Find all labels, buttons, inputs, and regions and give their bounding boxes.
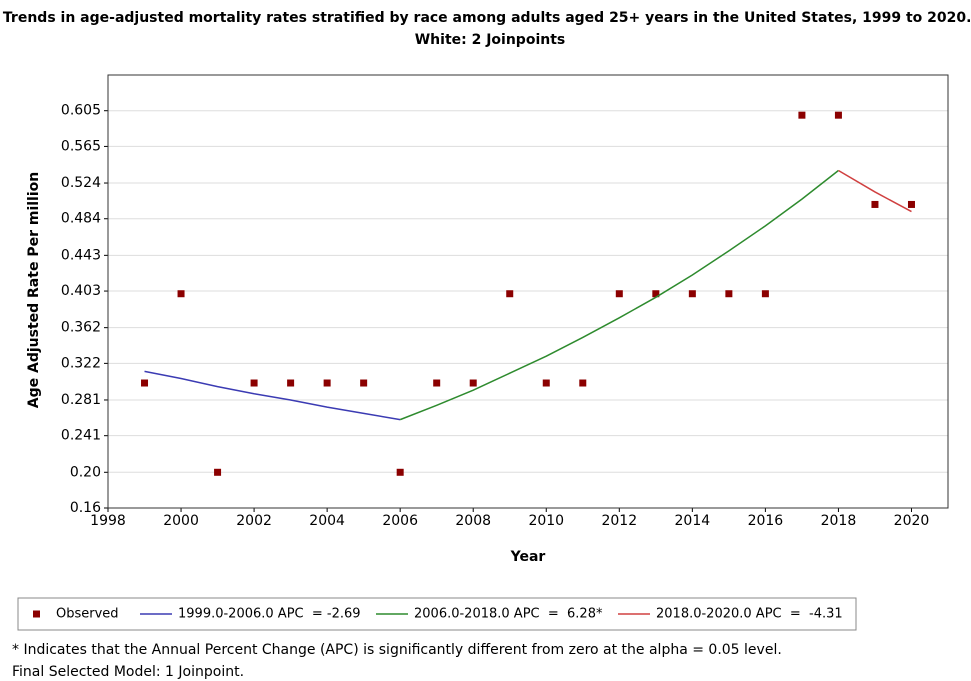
- x-tick-label: 2020: [894, 513, 930, 529]
- x-tick-label: 2018: [821, 513, 857, 529]
- y-tick-label: 0.241: [61, 428, 101, 444]
- observed-point: [725, 290, 733, 298]
- y-tick-label: 0.362: [61, 320, 101, 336]
- observed-point: [287, 379, 295, 387]
- x-tick-label: 2012: [601, 513, 637, 529]
- footnote: Final Selected Model: 1 Joinpoint.: [12, 664, 244, 680]
- observed-point: [615, 290, 623, 298]
- observed-point: [761, 290, 769, 298]
- legend-box: [17, 597, 857, 631]
- y-tick-label: 0.443: [61, 247, 101, 263]
- y-tick-label: 0.403: [61, 283, 101, 299]
- y-axis-label: Age Adjusted Rate Per million: [26, 172, 42, 408]
- observed-point: [506, 290, 514, 298]
- y-tick-label: 0.16: [70, 500, 101, 516]
- trend-line: [399, 169, 839, 421]
- legend-marker: [33, 610, 40, 618]
- observed-point: [652, 290, 660, 298]
- observed-point: [214, 468, 222, 476]
- x-tick-label: 2010: [528, 513, 564, 529]
- observed-point: [141, 379, 149, 387]
- y-tick-label: 0.322: [61, 355, 101, 371]
- x-tick-label: 2000: [163, 513, 199, 529]
- y-tick-label: 0.281: [61, 392, 101, 408]
- x-axis-label: Year: [510, 549, 546, 565]
- observed-point: [834, 111, 842, 119]
- x-tick-label: 2006: [382, 513, 418, 529]
- legend-label: 1999.0-2006.0 APC = -2.69: [178, 607, 361, 622]
- y-tick-label: 0.605: [61, 103, 101, 119]
- observed-point: [360, 379, 368, 387]
- trend-line: [838, 169, 912, 213]
- plot-border: [107, 74, 949, 509]
- y-tick-label: 0.565: [61, 138, 101, 154]
- observed-point: [798, 111, 806, 119]
- observed-point: [542, 379, 550, 387]
- legend-label: 2006.0-2018.0 APC = 6.28*: [414, 607, 603, 622]
- y-tick-label: 0.524: [61, 175, 101, 191]
- observed-point: [177, 290, 185, 298]
- chart-title: Trends in age-adjusted mortality rates s…: [3, 10, 971, 26]
- x-tick-label: 2008: [455, 513, 491, 529]
- observed-point: [871, 200, 879, 208]
- x-tick-label: 1998: [90, 513, 126, 529]
- y-tick-label: 0.484: [61, 211, 101, 227]
- legend-label: Observed: [56, 607, 119, 622]
- y-tick-label: 0.20: [70, 464, 101, 480]
- chart-subtitle: White: 2 Joinpoints: [415, 32, 566, 48]
- observed-point: [688, 290, 696, 298]
- observed-point: [433, 379, 441, 387]
- observed-point: [469, 379, 477, 387]
- x-tick-label: 2014: [675, 513, 711, 529]
- trend-line: [144, 370, 401, 421]
- footnote: * Indicates that the Annual Percent Chan…: [12, 642, 782, 658]
- x-tick-label: 2002: [236, 513, 272, 529]
- observed-point: [396, 468, 404, 476]
- observed-point: [579, 379, 587, 387]
- observed-point: [323, 379, 331, 387]
- legend-label: 2018.0-2020.0 APC = -4.31: [656, 607, 843, 622]
- observed-point: [250, 379, 258, 387]
- x-tick-label: 2004: [309, 513, 345, 529]
- x-tick-label: 2016: [748, 513, 784, 529]
- observed-point: [907, 200, 915, 208]
